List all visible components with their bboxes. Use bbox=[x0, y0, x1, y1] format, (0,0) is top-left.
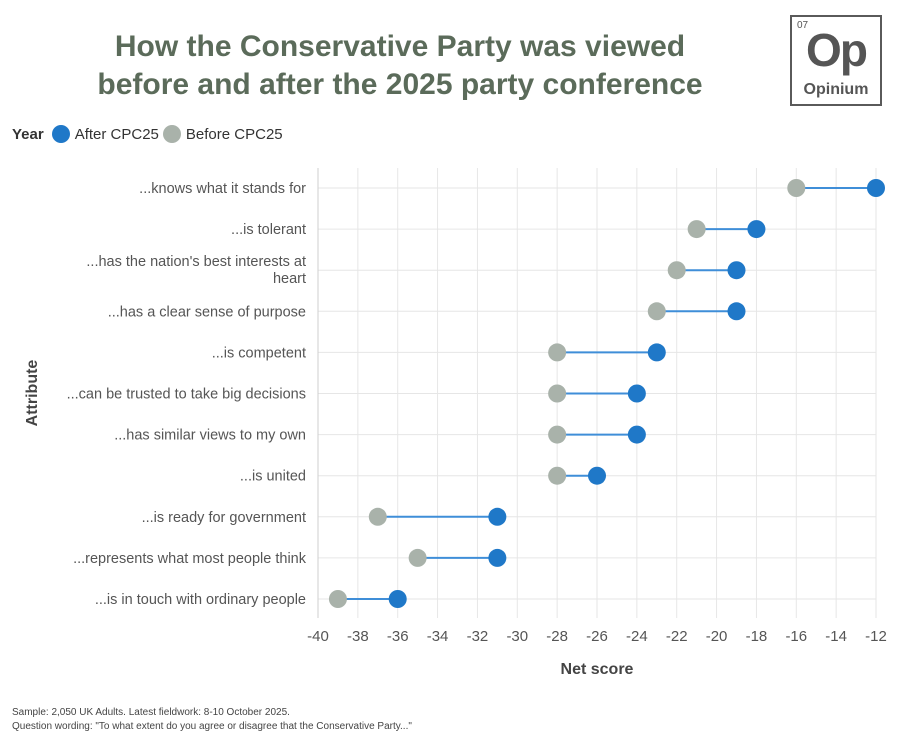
title-line-1: How the Conservative Party was viewed bbox=[114, 30, 686, 63]
after-point bbox=[488, 507, 507, 526]
after-point bbox=[727, 302, 746, 321]
opinium-logo: 07 Op Opinium bbox=[790, 15, 882, 106]
legend-title: Year bbox=[12, 125, 44, 143]
category-label: ...is in touch with ordinary people bbox=[95, 592, 306, 608]
x-tick-label: -26 bbox=[586, 628, 608, 645]
logo-number: 07 bbox=[797, 20, 809, 31]
before-point bbox=[647, 302, 666, 321]
before-point bbox=[787, 179, 806, 197]
x-tick-label: -34 bbox=[427, 628, 449, 645]
after-point bbox=[727, 261, 746, 280]
after-point bbox=[588, 466, 606, 485]
after-point bbox=[488, 548, 507, 567]
x-tick-label: -28 bbox=[546, 628, 568, 645]
after-point bbox=[747, 220, 766, 239]
legend-item-after: After CPC25 bbox=[51, 125, 159, 143]
category-label: ...has a clear sense of purpose bbox=[108, 304, 306, 320]
legend-dot-before bbox=[162, 125, 181, 143]
category-label: ...is united bbox=[240, 469, 306, 485]
before-point bbox=[548, 343, 567, 362]
x-tick-label: -14 bbox=[825, 628, 847, 645]
before-point bbox=[548, 425, 567, 444]
after-point bbox=[867, 179, 885, 197]
after-point bbox=[627, 425, 646, 444]
category-label: ...is competent bbox=[212, 345, 306, 361]
category-label: ...is ready for government bbox=[142, 510, 306, 526]
logo-symbol: Op bbox=[806, 24, 868, 76]
x-tick-label: -22 bbox=[666, 628, 688, 645]
x-tick-label: -40 bbox=[307, 628, 329, 645]
legend-label-before: Before CPC25 bbox=[185, 125, 283, 143]
before-point bbox=[408, 548, 427, 567]
after-point bbox=[627, 384, 646, 403]
x-tick-label: -32 bbox=[467, 628, 489, 645]
category-label: heart bbox=[273, 271, 306, 287]
after-point bbox=[388, 590, 407, 608]
category-label: ...can be trusted to take big decisions bbox=[67, 387, 306, 403]
x-tick-label: -20 bbox=[706, 628, 728, 645]
x-tick-label: -12 bbox=[865, 628, 887, 645]
x-tick-label: -18 bbox=[746, 628, 768, 645]
footer: Sample: 2,050 UK Adults. Latest fieldwor… bbox=[12, 706, 412, 734]
before-point bbox=[328, 590, 347, 608]
category-label: ...has the nation's best interests at bbox=[86, 254, 306, 270]
after-point bbox=[647, 343, 666, 362]
footer-question: Question wording: "To what extent do you… bbox=[12, 721, 412, 732]
category-label: ...knows what it stands for bbox=[139, 181, 306, 197]
title-line-2: before and after the 2025 party conferen… bbox=[97, 68, 703, 101]
x-tick-label: -16 bbox=[785, 628, 807, 645]
before-point bbox=[548, 466, 567, 485]
footer-sample: Sample: 2,050 UK Adults. Latest fieldwor… bbox=[12, 707, 290, 718]
before-point bbox=[687, 220, 706, 239]
x-tick-label: -24 bbox=[626, 628, 648, 645]
y-axis-title: Attribute bbox=[24, 360, 41, 427]
x-tick-label: -36 bbox=[387, 628, 409, 645]
category-label: ...is tolerant bbox=[231, 222, 306, 238]
x-axis-title: Net score bbox=[561, 661, 634, 678]
before-point bbox=[368, 507, 387, 526]
before-point bbox=[548, 384, 567, 403]
x-tick-label: -38 bbox=[347, 628, 369, 645]
category-label: ...represents what most people think bbox=[73, 551, 307, 567]
legend-label-after: After CPC25 bbox=[74, 125, 159, 143]
legend-dot-after bbox=[51, 125, 70, 143]
legend: Year After CPC25 Before CPC25 bbox=[12, 124, 287, 144]
category-label: ...has similar views to my own bbox=[114, 428, 306, 444]
before-point bbox=[667, 261, 686, 280]
x-tick-label: -30 bbox=[506, 628, 528, 645]
legend-item-before: Before CPC25 bbox=[162, 125, 283, 143]
logo-name: Opinium bbox=[803, 81, 869, 98]
chart-title: How the Conservative Party was viewed be… bbox=[60, 28, 740, 104]
